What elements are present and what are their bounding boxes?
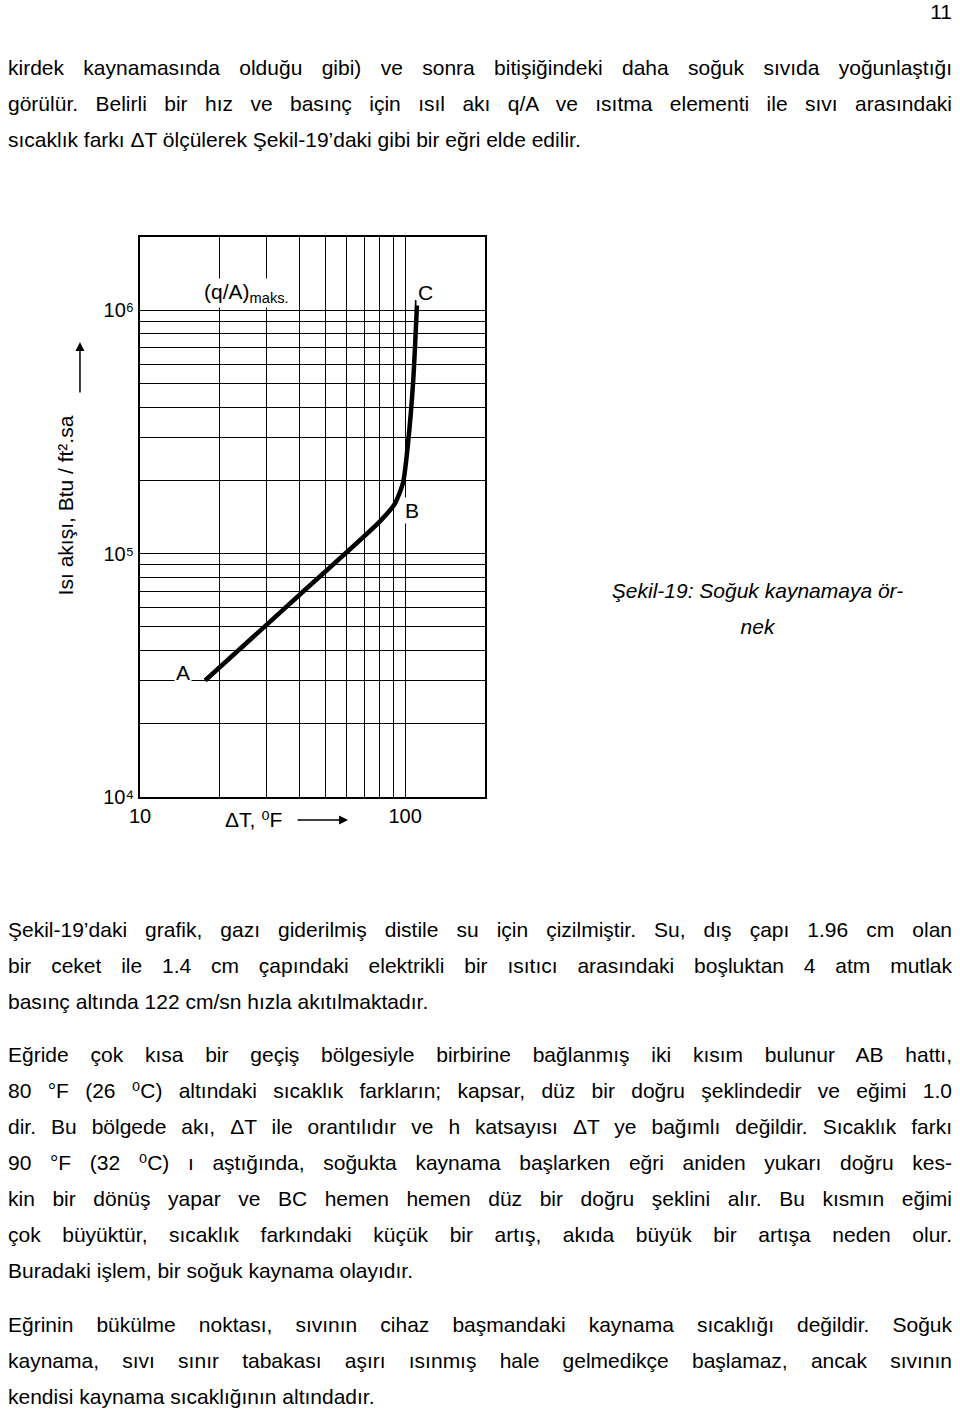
html-text:Şekil-19: Soğuk kaynamaya ör-: Şekil-19: Soğuk kaynamaya ör-: [611, 579, 904, 602]
svg-text:B: B: [405, 499, 419, 522]
html-text:Eğrinin bükülme noktası, sıvın: Eğrinin bükülme noktası, sıvının cihaz b…: [8, 1313, 952, 1336]
html-text:sıcaklık farkı ΔT ölçülerek Şe: sıcaklık farkı ΔT ölçülerek Şekil-19’dak…: [8, 128, 581, 151]
html-text:kirdek kaynamasında olduğu gib: kirdek kaynamasında olduğu gibi) ve sonr…: [8, 56, 952, 79]
html-text:dir. Bu bölgede akı, ΔT ile or: dir. Bu bölgede akı, ΔT ile orantılıdır …: [8, 1115, 952, 1138]
svg-text:Isı akışı, Btu / ft².sa: Isı akışı, Btu / ft².sa: [54, 415, 77, 595]
svg-text:A: A: [176, 661, 190, 684]
svg-text:10⁶: 10⁶: [104, 299, 134, 321]
html-text:Şekil-19’daki grafik, gazı gid: Şekil-19’daki grafik, gazı giderilmiş di…: [8, 918, 952, 941]
html-text:bir ceket ile 1.4 cm çapındaki: bir ceket ile 1.4 cm çapındaki elektrikl…: [8, 954, 952, 977]
svg-text:10: 10: [129, 805, 151, 827]
html-text:90 °F (32 ⁰C) ı aştığında, soğ: 90 °F (32 ⁰C) ı aştığında, soğukta kayna…: [8, 1151, 952, 1174]
html-text:Buradaki işlem, bir soğuk kayn: Buradaki işlem, bir soğuk kaynama olayıd…: [8, 1259, 413, 1282]
svg-text:10⁴: 10⁴: [103, 786, 134, 808]
svg-text:100: 100: [388, 805, 421, 827]
html-text:görülür. Belirli bir hız ve ba: görülür. Belirli bir hız ve basınç için …: [8, 92, 952, 115]
svg-text:(q/A)​maks.​: (q/A)​maks.​: [204, 280, 289, 306]
html-text:kaynama, sıvı sınır tabakası a: kaynama, sıvı sınır tabakası aşırı ısınm…: [8, 1349, 952, 1372]
svg-text:10⁵: 10⁵: [103, 543, 134, 565]
svg-text:C: C: [418, 281, 433, 304]
html-text:çok büyüktür, sıcaklık farkınd: çok büyüktür, sıcaklık farkındaki küçük …: [8, 1223, 952, 1246]
html-text:kin bir dönüş yapar ve BC heme: kin bir dönüş yapar ve BC hemen hemen dü…: [8, 1187, 952, 1210]
html-text:11: 11: [930, 0, 952, 23]
html-text:nek: nek: [740, 615, 775, 638]
html-text:kendisi kaynama sıcaklığının a: kendisi kaynama sıcaklığının altındadır.: [8, 1385, 375, 1408]
html-text:basınç altında 122 cm/sn hızla: basınç altında 122 cm/sn hızla akıtılmak…: [8, 990, 429, 1013]
html-text:80 °F (26 ⁰C) altındaki sıcakl: 80 °F (26 ⁰C) altındaki sıcaklık farklar…: [8, 1079, 952, 1102]
html-text:Eğride çok kısa bir geçiş bölg: Eğride çok kısa bir geçiş bölgesiyle bir…: [8, 1043, 952, 1066]
svg-text:ΔT, ⁰F: ΔT, ⁰F: [225, 808, 282, 831]
